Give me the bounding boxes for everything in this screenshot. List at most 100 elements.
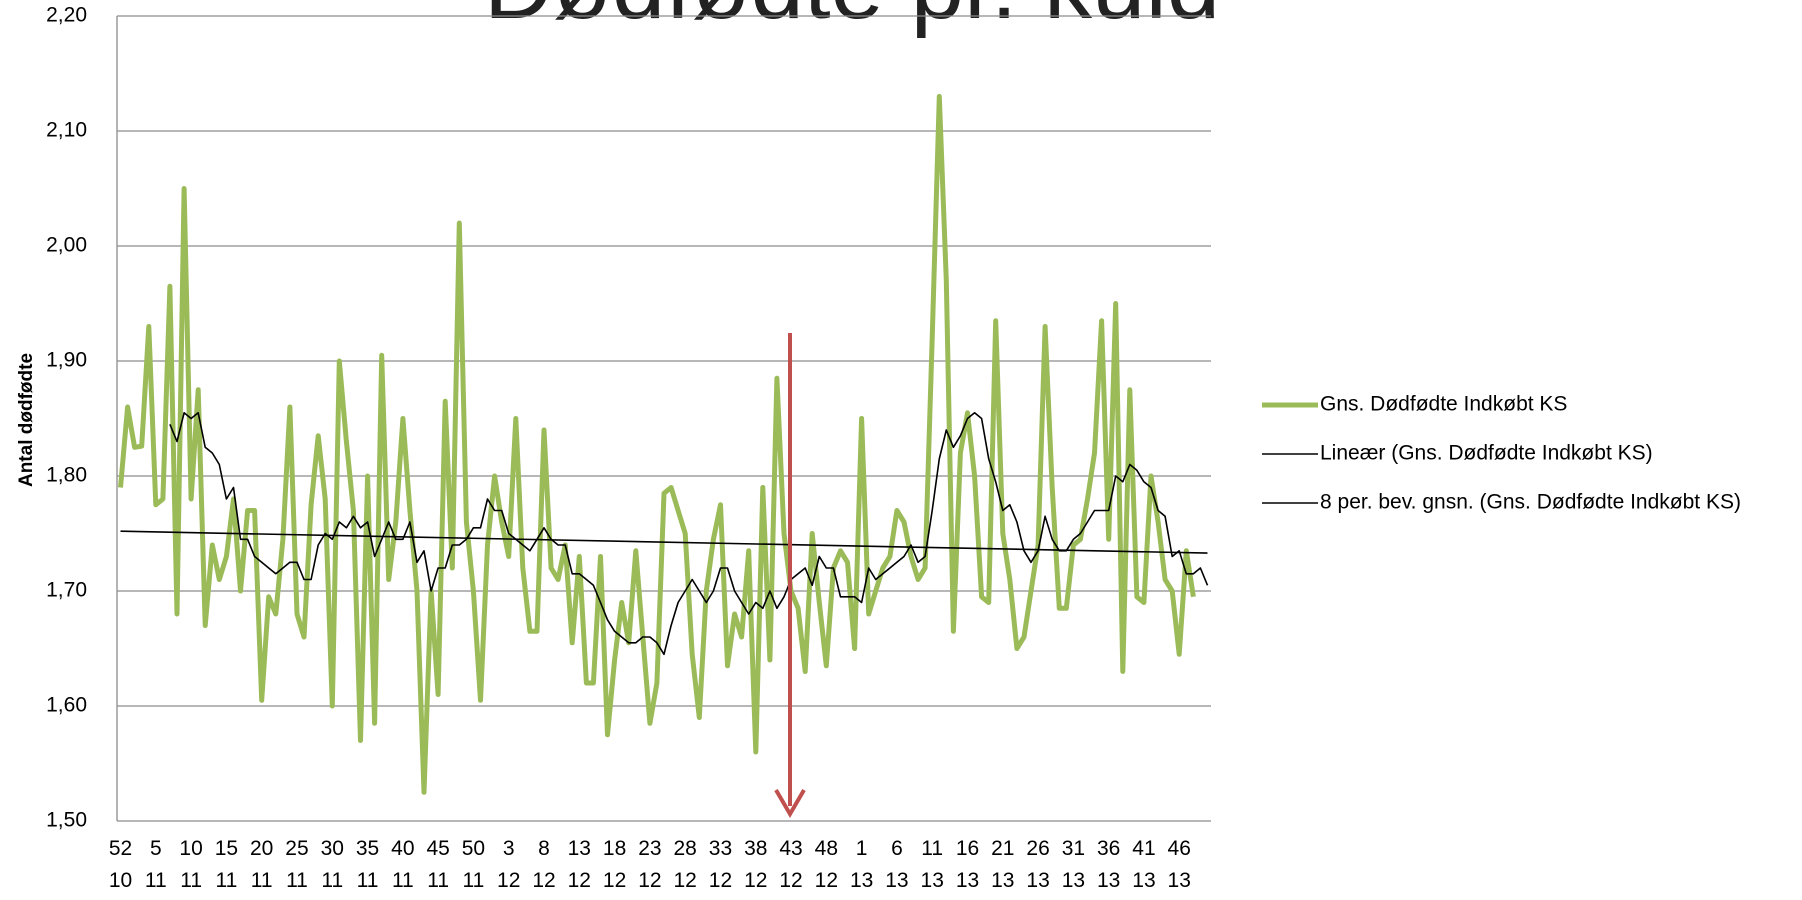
chart-title: Dødfødte pr. kuld	[484, 0, 1220, 39]
x-tick-week: 5	[150, 837, 162, 860]
x-tick-year: 12	[709, 869, 732, 892]
x-tick-week: 41	[1132, 837, 1155, 860]
x-tick-week: 23	[638, 837, 661, 860]
x-tick-year: 13	[921, 869, 944, 892]
y-tick-label: 1,70	[46, 579, 87, 602]
x-tick-week: 26	[1026, 837, 1049, 860]
x-tick-year: 11	[427, 869, 449, 892]
x-tick-week: 48	[815, 837, 838, 860]
x-tick-year: 11	[392, 869, 414, 892]
x-tick-year: 13	[1168, 869, 1191, 892]
x-tick-year: 11	[180, 869, 202, 892]
legend-label: Lineær (Gns. Dødfødte Indkøbt KS)	[1320, 442, 1653, 465]
legend-label: Gns. Dødfødte Indkøbt KS	[1320, 393, 1567, 416]
x-tick-year: 11	[463, 869, 485, 892]
x-tick-week: 16	[956, 837, 979, 860]
x-tick-label: 613	[885, 837, 908, 892]
x-tick-year: 13	[850, 869, 873, 892]
series-line	[121, 97, 1194, 793]
x-tick-year: 11	[357, 869, 379, 892]
x-tick-year: 12	[779, 869, 802, 892]
x-tick-year: 11	[215, 869, 237, 892]
x-tick-week: 6	[891, 837, 903, 860]
x-tick-week: 35	[356, 837, 379, 860]
x-tick-week: 18	[603, 837, 626, 860]
x-tick-week: 25	[285, 837, 308, 860]
x-tick-week: 11	[921, 837, 943, 860]
x-tick-week: 46	[1168, 837, 1191, 860]
x-tick-week: 15	[215, 837, 238, 860]
x-tick-week: 52	[109, 837, 132, 860]
x-tick-year: 12	[497, 869, 520, 892]
x-tick-label: 1113	[921, 837, 944, 892]
x-tick-year: 12	[603, 869, 626, 892]
x-tick-week: 33	[709, 837, 732, 860]
x-tick-week: 3	[503, 837, 515, 860]
y-tick-label: 1,90	[46, 349, 87, 372]
x-tick-year: 13	[1132, 869, 1155, 892]
y-tick-label: 2,20	[46, 4, 87, 27]
x-tick-week: 30	[321, 837, 344, 860]
x-tick-year: 12	[638, 869, 661, 892]
legend-label: 8 per. bev. gnsn. (Gns. Dødfødte Indkøbt…	[1320, 491, 1741, 514]
x-tick-week: 10	[179, 837, 202, 860]
x-tick-week: 45	[426, 837, 449, 860]
x-tick-year: 11	[286, 869, 308, 892]
x-tick-week: 43	[779, 837, 802, 860]
y-tick-label: 1,80	[46, 464, 87, 487]
x-tick-year: 13	[1097, 869, 1120, 892]
x-tick-week: 13	[568, 837, 591, 860]
x-tick-week: 1	[856, 837, 868, 860]
x-tick-week: 36	[1097, 837, 1120, 860]
x-tick-week: 20	[250, 837, 273, 860]
x-tick-year: 10	[109, 869, 132, 892]
x-tick-label: 3613	[1097, 837, 1120, 892]
x-tick-year: 13	[956, 869, 979, 892]
x-tick-year: 11	[145, 869, 167, 892]
x-tick-year: 12	[744, 869, 767, 892]
x-tick-week: 50	[462, 837, 485, 860]
x-tick-year: 12	[815, 869, 838, 892]
x-tick-week: 38	[744, 837, 767, 860]
x-tick-year: 11	[251, 869, 273, 892]
x-tick-year: 13	[991, 869, 1014, 892]
x-tick-year: 12	[532, 869, 555, 892]
x-tick-year: 13	[1026, 869, 1049, 892]
y-tick-label: 1,50	[46, 809, 87, 832]
x-tick-year: 11	[321, 869, 343, 892]
y-tick-label: 2,00	[46, 234, 87, 257]
x-tick-week: 21	[991, 837, 1014, 860]
x-tick-week: 31	[1062, 837, 1085, 860]
y-tick-label: 2,10	[46, 119, 87, 142]
y-tick-label: 1,60	[46, 694, 87, 717]
chart: Dødfødte pr. kuld Antal dødfødte 1,501,6…	[0, 0, 1802, 900]
x-tick-week: 8	[538, 837, 550, 860]
x-tick-year: 13	[885, 869, 908, 892]
x-tick-year: 12	[673, 869, 696, 892]
